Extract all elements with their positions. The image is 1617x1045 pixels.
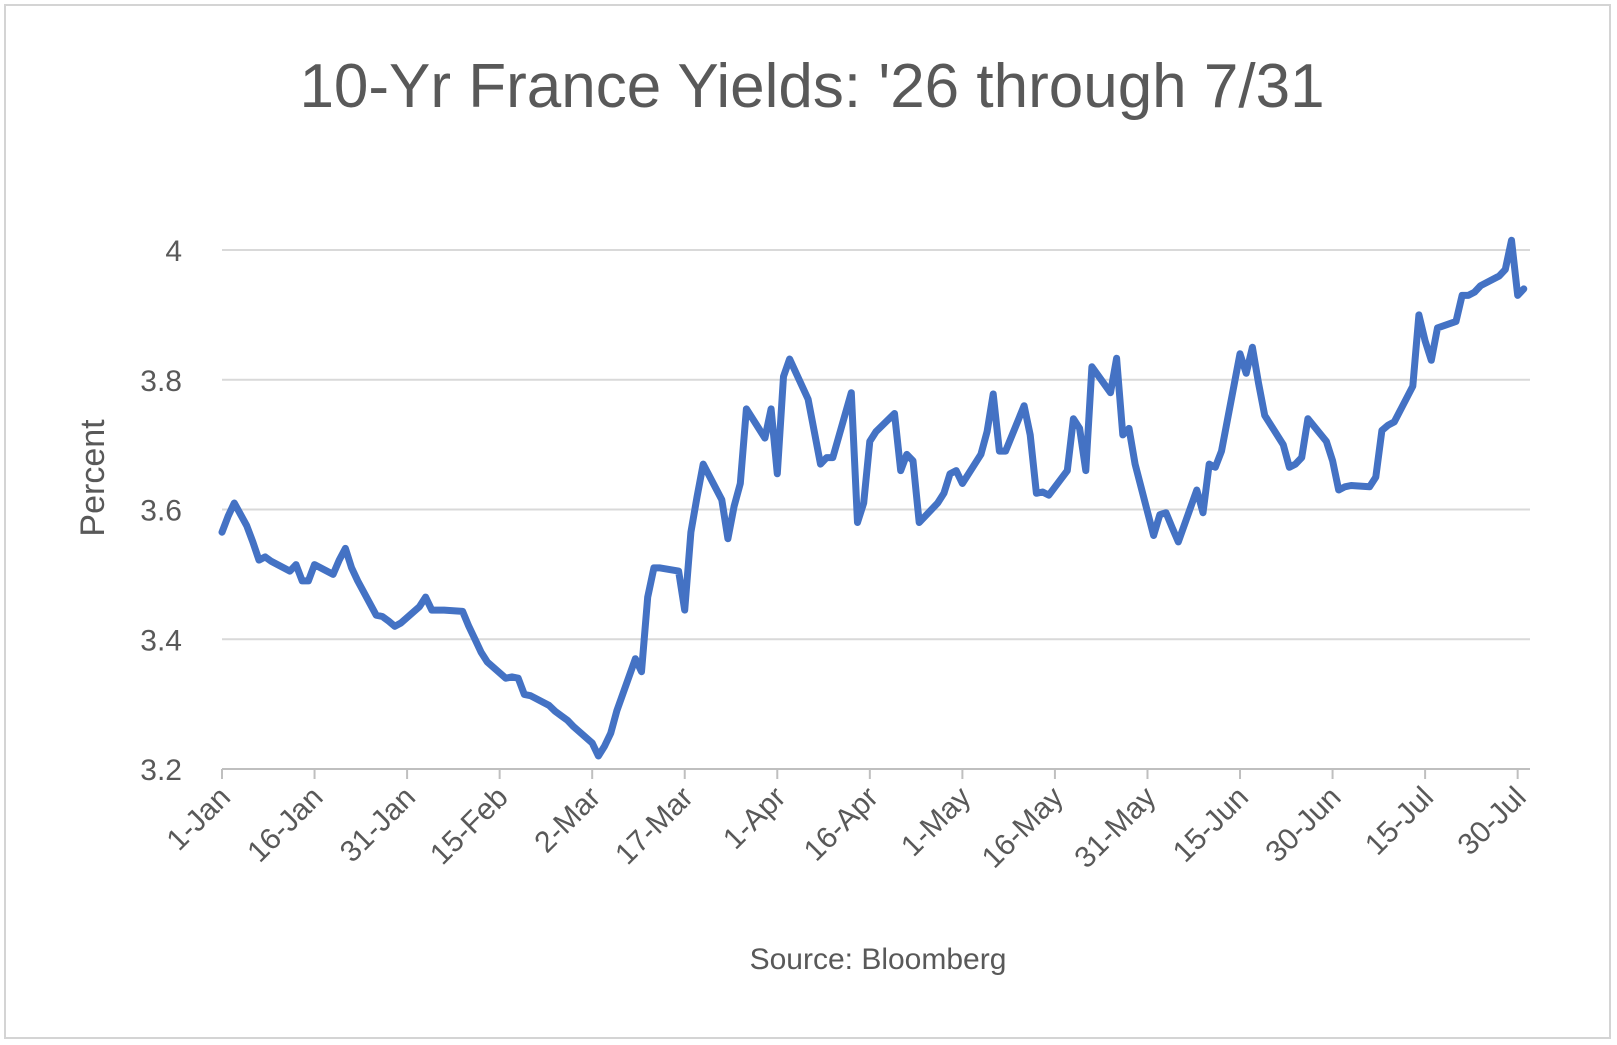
series-layer [218, 236, 1528, 760]
gridlines [222, 249, 1530, 641]
x-tick-label: 30-Jul [1451, 781, 1532, 862]
chart-title: 10-Yr France Yields: '26 through 7/31 [299, 52, 1324, 121]
y-tick-label: 3.2 [140, 754, 182, 787]
x-axis [221, 768, 1530, 779]
y-tick-label: 3.8 [140, 365, 182, 398]
x-tick-label: 31-May [1068, 781, 1162, 875]
x-tick-label: 1-Jan [161, 781, 237, 857]
x-tick-label: 16-Jan [241, 781, 329, 869]
x-tick-label: 15-Feb [424, 781, 515, 872]
x-tick-label: 2-Mar [528, 781, 607, 860]
y-axis-tick-labels: 3.2 3.4 3.6 3.8 4 [140, 235, 182, 787]
x-tick-label: 30-Jun [1259, 781, 1347, 869]
x-tick-label: 1-May [895, 781, 977, 863]
y-tick-label: 4 [165, 235, 182, 268]
y-tick-label: 3.6 [140, 495, 182, 528]
x-tick-label: 1-Apr [717, 781, 792, 856]
y-tick-label: 3.4 [140, 624, 182, 657]
chart-frame [4, 4, 1611, 1039]
x-axis-title: Source: Bloomberg [750, 943, 1007, 976]
x-tick-label: 16-May [976, 781, 1070, 875]
x-tick-label: 31-Jan [334, 781, 422, 869]
x-tick-label: 16-Apr [798, 781, 885, 868]
x-tick-label: 15-Jun [1167, 781, 1255, 869]
y-axis-title: Percent [74, 419, 112, 537]
series-line [218, 236, 1528, 760]
x-tick-label: 17-Mar [609, 781, 700, 872]
x-tick-label: 15-Jul [1359, 781, 1440, 862]
x-axis-tick-labels: 1-Jan 16-Jan 31-Jan 15-Feb 2-Mar 17-Mar 1-Apr 1… [161, 781, 1533, 875]
